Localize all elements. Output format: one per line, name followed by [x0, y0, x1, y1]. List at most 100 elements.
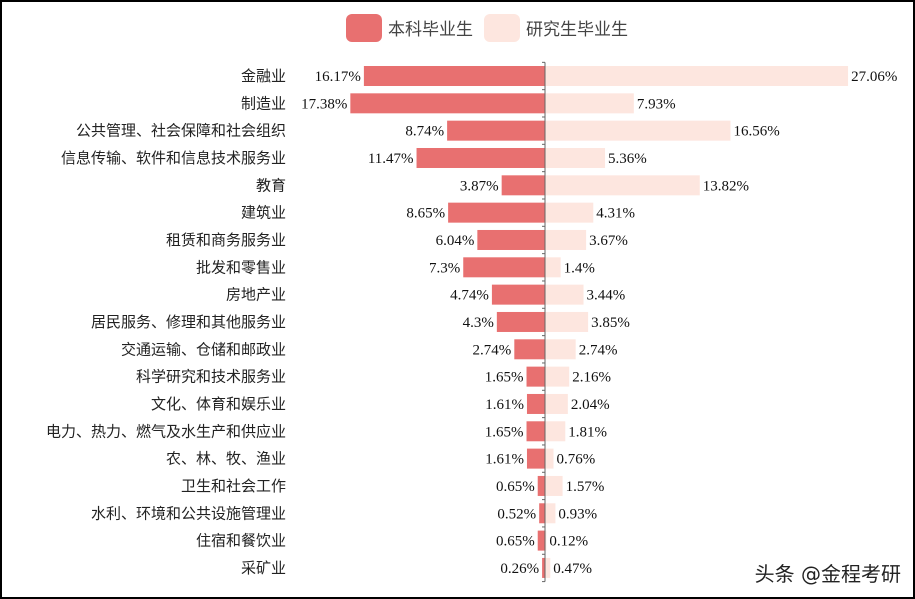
legend-swatch-undergrad	[346, 14, 382, 42]
value-label-graduate: 0.47%	[553, 561, 592, 577]
category-label: 批发和零售业	[196, 258, 286, 276]
bar-undergrad	[526, 366, 545, 387]
bar-graduate	[545, 530, 547, 551]
bar-undergrad	[539, 503, 545, 524]
value-label-undergrad: 3.87%	[460, 178, 499, 194]
value-label-undergrad: 0.26%	[500, 561, 539, 577]
category-label: 房地产业	[226, 286, 286, 304]
category-label: 公共管理、社会保障和社会组织	[76, 122, 286, 140]
value-label-undergrad: 7.3%	[429, 260, 460, 276]
category-label: 采矿业	[241, 559, 286, 577]
value-label-undergrad: 1.61%	[485, 452, 524, 468]
value-label-graduate: 13.82%	[703, 178, 749, 194]
bar-undergrad	[463, 257, 545, 278]
category-label: 居民服务、修理和其他服务业	[91, 313, 286, 331]
bar-graduate	[545, 175, 700, 196]
bar-graduate	[545, 339, 576, 360]
category-label: 卫生和社会工作	[181, 477, 286, 495]
value-label-graduate: 2.04%	[571, 397, 610, 413]
value-label-graduate: 27.06%	[851, 69, 897, 85]
bar-undergrad	[363, 66, 545, 86]
value-label-graduate: 1.4%	[564, 260, 595, 276]
value-label-graduate: 3.85%	[591, 315, 630, 331]
value-label-graduate: 1.57%	[566, 479, 605, 495]
bar-undergrad	[526, 421, 545, 442]
category-label: 水利、环境和公共设施管理业	[91, 504, 286, 522]
bar-undergrad	[537, 475, 545, 496]
category-label: 制造业	[241, 94, 286, 112]
category-label: 建筑业	[241, 204, 286, 222]
bar-graduate	[545, 147, 606, 168]
value-label-graduate: 0.12%	[549, 534, 588, 550]
value-label-graduate: 2.74%	[579, 342, 618, 358]
legend-label-undergrad: 本科毕业生	[388, 20, 473, 40]
bar-undergrad	[542, 557, 545, 578]
value-label-graduate: 7.93%	[637, 96, 676, 112]
value-label-graduate: 0.93%	[558, 506, 597, 522]
category-label: 信息传输、软件和信息技术服务业	[61, 149, 286, 167]
bar-graduate	[545, 284, 584, 305]
bar-undergrad	[526, 448, 545, 469]
bar-graduate	[545, 448, 554, 469]
category-label: 电力、热力、燃气及水生产和供应业	[46, 422, 286, 440]
value-label-undergrad: 11.47%	[368, 151, 414, 167]
bar-graduate	[545, 503, 556, 524]
bar-graduate	[545, 475, 563, 496]
value-label-graduate: 2.16%	[572, 370, 611, 386]
value-label-graduate: 3.67%	[589, 233, 628, 249]
value-label-graduate: 5.36%	[608, 151, 647, 167]
value-label-graduate: 1.81%	[568, 424, 607, 440]
value-label-undergrad: 1.61%	[485, 397, 524, 413]
category-label: 租赁和商务服务业	[166, 231, 286, 249]
value-label-undergrad: 8.74%	[405, 124, 444, 140]
bar-graduate	[545, 257, 561, 278]
legend-swatch-graduate	[484, 14, 520, 42]
bar-graduate	[545, 366, 570, 387]
value-label-undergrad: 6.04%	[436, 233, 475, 249]
value-label-undergrad: 4.74%	[450, 288, 489, 304]
category-label: 农、林、牧、渔业	[166, 450, 286, 468]
category-label: 文化、体育和娱乐业	[151, 395, 286, 413]
bar-graduate	[545, 393, 568, 414]
bar-graduate	[545, 202, 594, 223]
value-label-undergrad: 8.65%	[406, 206, 445, 222]
category-label: 住宿和餐饮业	[196, 532, 286, 550]
bar-undergrad	[537, 530, 545, 551]
bar-graduate	[545, 311, 589, 332]
value-label-undergrad: 16.17%	[315, 69, 361, 85]
bar-graduate	[545, 120, 731, 141]
category-label: 教育	[256, 176, 286, 194]
value-label-undergrad: 4.3%	[463, 315, 494, 331]
bar-undergrad	[491, 284, 545, 305]
value-label-graduate: 3.44%	[587, 288, 626, 304]
watermark: 头条 @金程考研	[754, 562, 901, 586]
value-label-graduate: 4.31%	[596, 206, 635, 222]
value-label-undergrad: 17.38%	[301, 96, 347, 112]
value-label-undergrad: 2.74%	[473, 342, 512, 358]
bar-graduate	[545, 93, 634, 114]
bar-undergrad	[447, 120, 545, 141]
category-label: 金融业	[241, 67, 286, 85]
bar-undergrad	[526, 393, 545, 414]
bar-undergrad	[496, 311, 545, 332]
category-label: 科学研究和技术服务业	[136, 368, 286, 386]
bar-graduate	[545, 66, 849, 86]
bar-undergrad	[514, 339, 545, 360]
value-label-undergrad: 0.65%	[496, 534, 535, 550]
bar-graduate	[545, 557, 551, 578]
bar-undergrad	[501, 175, 545, 196]
value-label-undergrad: 0.52%	[497, 506, 536, 522]
value-label-undergrad: 1.65%	[485, 424, 524, 440]
legend-label-graduate: 研究生毕业生	[526, 20, 628, 40]
value-label-graduate: 16.56%	[733, 124, 779, 140]
value-label-graduate: 0.76%	[557, 452, 596, 468]
bar-graduate	[545, 229, 587, 250]
bar-undergrad	[477, 229, 545, 250]
category-label: 交通运输、仓储和邮政业	[121, 340, 286, 358]
bar-graduate	[545, 421, 566, 442]
value-label-undergrad: 1.65%	[485, 370, 524, 386]
bar-undergrad	[416, 147, 545, 168]
value-label-undergrad: 0.65%	[496, 479, 535, 495]
bar-undergrad	[448, 202, 545, 223]
